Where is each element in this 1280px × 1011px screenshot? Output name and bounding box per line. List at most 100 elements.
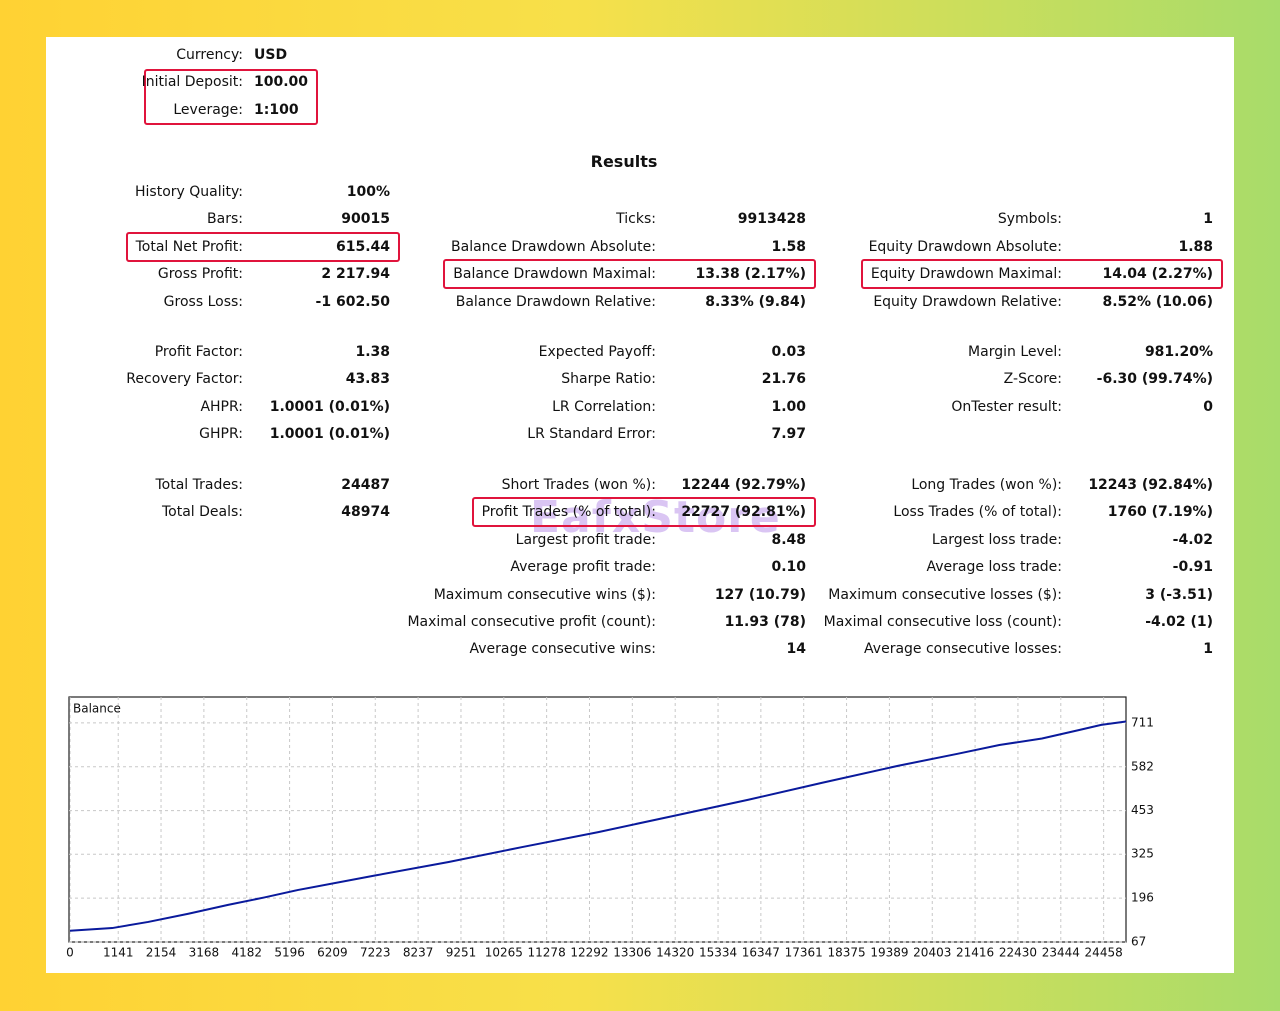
field-value: 100.00 [254, 74, 309, 91]
field-label: Margin Level: [968, 344, 1062, 360]
field-value: -4.02 [1172, 531, 1213, 548]
field-value: -1 602.50 [315, 293, 390, 310]
field-label: Largest loss trade: [931, 531, 1062, 548]
field-value: 9913428 [737, 211, 806, 228]
balance-line [69, 720, 1127, 932]
field-value: 1.0001 (0.01%) [269, 398, 390, 415]
field-label: Average consecutive wins: [469, 641, 656, 658]
field-value: 1.38 [355, 344, 390, 360]
field-value: 22727 (92.81%) [681, 504, 806, 521]
field-label: Recovery Factor: [126, 371, 243, 388]
field-label: Balance Drawdown Maximal: [453, 266, 656, 283]
field-value: 12244 (92.79%) [681, 477, 806, 493]
field-value: 0.10 [771, 559, 806, 576]
field-value: -0.91 [1172, 559, 1213, 576]
field-value: 1.0001 (0.01%) [269, 426, 390, 443]
field-value: 14.04 (2.27%) [1102, 266, 1213, 283]
field-value: 1:100 [254, 101, 299, 118]
x-tick-label: 21416 [956, 946, 994, 960]
x-tick-label: 20403 [913, 946, 951, 960]
highlight-box [443, 259, 816, 290]
field-value: 1.58 [771, 238, 806, 255]
field-value: 12243 (92.84%) [1088, 477, 1213, 493]
field-value: -4.02 (1) [1145, 614, 1213, 630]
x-tick-label: 0 [66, 946, 74, 960]
field-value: 8.52% (10.06) [1102, 293, 1213, 310]
field-value: 981.20% [1144, 344, 1213, 360]
field-label: Total Trades: [155, 477, 244, 493]
x-tick-label: 19389 [870, 946, 908, 960]
field-label: Maximum consecutive losses ($): [828, 586, 1062, 603]
field-label: Balance Drawdown Relative: [455, 293, 656, 310]
field-label: Gross Loss: [163, 293, 243, 310]
x-tick-label: 2154 [146, 946, 177, 960]
field-label: Maximal consecutive profit (count): [407, 614, 656, 630]
field-label: Equity Drawdown Maximal: [870, 266, 1062, 283]
field-label: Currency: [176, 47, 243, 63]
field-label: Initial Deposit: [141, 74, 243, 91]
y-tick-label: 582 [1131, 759, 1154, 773]
field-value: 90015 [341, 211, 390, 228]
x-tick-label: 24458 [1085, 946, 1123, 960]
highlight-box [144, 69, 318, 125]
x-tick-label: 10265 [485, 946, 523, 960]
x-tick-label: 17361 [785, 946, 823, 960]
results-title: Results [590, 152, 658, 171]
x-tick-label: 9251 [446, 946, 477, 960]
y-tick-label: 196 [1131, 891, 1154, 905]
y-tick-label: 67 [1131, 935, 1146, 949]
watermark: EafxStore [530, 492, 781, 543]
y-tick-label: 453 [1131, 803, 1154, 817]
field-label: Largest profit trade: [515, 531, 656, 548]
highlight-box [472, 497, 816, 528]
field-label: Z-Score: [1003, 371, 1062, 388]
field-label: Balance Drawdown Absolute: [451, 238, 656, 255]
highlight-box [126, 231, 400, 262]
field-value: 7.97 [771, 426, 806, 443]
field-value: 1760 (7.19%) [1107, 504, 1213, 521]
field-label: AHPR: [200, 398, 243, 415]
x-tick-label: 11278 [528, 946, 566, 960]
field-value: 615.44 [335, 238, 390, 255]
x-tick-label: 6209 [317, 946, 348, 960]
x-tick-label: 5196 [274, 946, 305, 960]
x-tick-label: 1141 [103, 946, 134, 960]
x-tick-label: 14320 [656, 946, 694, 960]
field-label: Symbols: [997, 211, 1062, 228]
field-label: Average loss trade: [926, 559, 1062, 576]
field-value: 48974 [341, 504, 390, 521]
x-tick-label: 12292 [570, 946, 608, 960]
chart-title: Balance [73, 702, 121, 716]
field-label: Gross Profit: [157, 266, 243, 283]
field-label: Expected Payoff: [538, 344, 656, 360]
field-label: Profit Trades (% of total): [481, 504, 656, 521]
field-label: OnTester result: [951, 398, 1062, 415]
field-label: Sharpe Ratio: [561, 371, 656, 388]
field-label: Average profit trade: [510, 559, 656, 576]
x-tick-label: 18375 [827, 946, 865, 960]
field-label: Equity Drawdown Relative: [873, 293, 1062, 310]
field-value: 21.76 [761, 371, 806, 388]
x-tick-label: 23444 [1042, 946, 1080, 960]
field-value: 2 217.94 [321, 266, 390, 283]
field-label: Leverage: [173, 101, 243, 118]
field-value: 1.88 [1178, 238, 1213, 255]
field-value: 14 [786, 641, 806, 658]
field-value: 8.48 [771, 531, 806, 548]
field-label: Short Trades (won %): [501, 477, 656, 493]
field-label: Loss Trades (% of total): [893, 504, 1062, 521]
field-label: LR Standard Error: [527, 426, 656, 443]
field-value: -6.30 (99.74%) [1096, 371, 1213, 388]
field-label: Total Net Profit: [135, 238, 243, 255]
field-label: Bars: [207, 211, 243, 228]
x-tick-label: 16347 [742, 946, 780, 960]
field-value: 11.93 (78) [724, 614, 806, 630]
field-value: 24487 [341, 477, 390, 493]
field-label: LR Correlation: [552, 398, 656, 415]
field-value: 0 [1203, 398, 1213, 415]
x-tick-label: 4182 [231, 946, 262, 960]
field-label: Profit Factor: [154, 344, 243, 360]
field-value: 1 [1203, 641, 1213, 658]
field-label: Ticks: [616, 211, 656, 228]
